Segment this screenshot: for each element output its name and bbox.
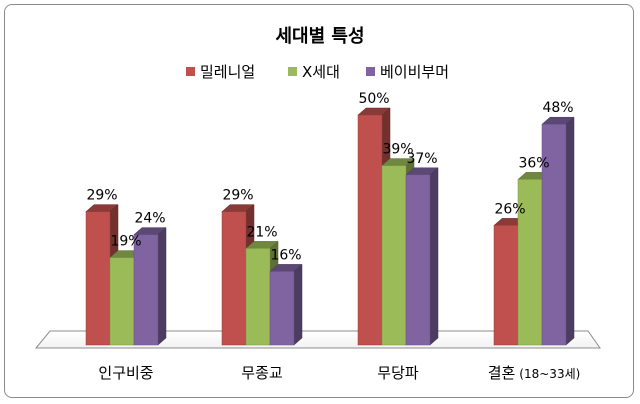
chart-floor bbox=[34, 330, 601, 349]
category-labels: 인구비중 무종교 무당파 결혼 (18~33세) bbox=[98, 364, 580, 382]
legend: 밀레니얼 X세대 베이비부머 bbox=[186, 63, 449, 81]
legend-label-1: X세대 bbox=[302, 63, 340, 81]
legend-swatch-1 bbox=[288, 67, 297, 76]
legend-swatch-0 bbox=[186, 67, 195, 76]
legend-label-0: 밀레니얼 bbox=[200, 63, 255, 81]
value-label-0-0: 29% bbox=[86, 188, 117, 204]
value-label-0-2: 24% bbox=[134, 211, 165, 227]
value-label-2-0: 50% bbox=[358, 91, 389, 107]
value-label-3-2: 48% bbox=[542, 100, 573, 116]
value-label-3-0: 26% bbox=[494, 201, 525, 217]
floor-plane bbox=[34, 330, 601, 349]
value-label-1-0: 29% bbox=[222, 188, 253, 204]
value-label-1-2: 16% bbox=[270, 247, 301, 263]
legend-label-2: 베이비부머 bbox=[380, 63, 449, 81]
category-label-0: 인구비중 bbox=[98, 364, 153, 382]
value-label-1-1: 21% bbox=[246, 224, 277, 240]
value-label-2-1: 39% bbox=[382, 142, 413, 158]
chart-title: 세대별 특성 bbox=[275, 26, 364, 47]
bars bbox=[85, 107, 575, 346]
value-label-2-2: 37% bbox=[406, 151, 437, 167]
bar-1-2 bbox=[269, 263, 303, 346]
bar-3-2 bbox=[541, 116, 575, 346]
value-label-0-1: 19% bbox=[110, 234, 141, 250]
value-labels: 29% 19% 24% 29% 21% 16% 50% 39%37% 26% 36% 48% bbox=[86, 91, 573, 263]
category-label-3: 결혼 (18~33세) bbox=[488, 364, 581, 382]
bar-2-2 bbox=[405, 167, 439, 346]
category-label-2: 무당파 bbox=[377, 364, 419, 382]
bar-0-2 bbox=[133, 227, 167, 346]
legend-swatch-2 bbox=[366, 67, 375, 76]
value-label-3-1: 36% bbox=[518, 155, 549, 171]
category-label-1: 무종교 bbox=[241, 364, 282, 382]
